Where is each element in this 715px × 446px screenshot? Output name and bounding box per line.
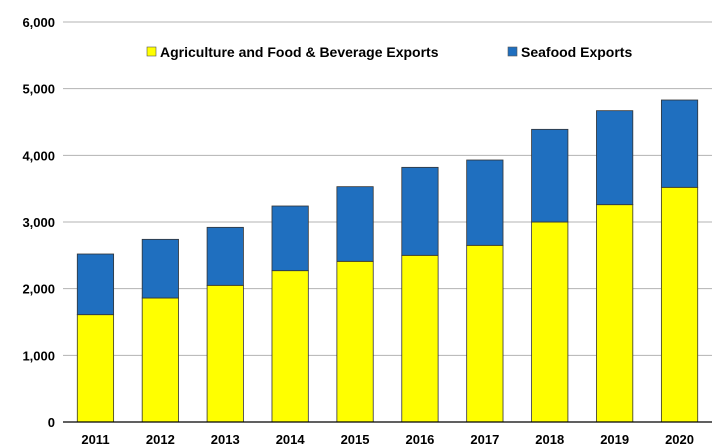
y-axis-tick-labels: 0 1,000 2,000 3,000 4,000 5,000 6,000	[22, 15, 55, 430]
bar-agriculture-2012	[141, 297, 179, 423]
bar-agriculture-2018	[531, 221, 569, 423]
y-tick-label: 5,000	[22, 82, 55, 97]
x-tick-label: 2018	[535, 432, 564, 446]
bars	[76, 99, 699, 423]
x-tick-label: 2012	[146, 432, 175, 446]
bar-agriculture-2013	[206, 284, 244, 423]
legend-swatch-seafood	[507, 46, 518, 57]
bar-agriculture-2014	[271, 270, 309, 423]
legend: Agriculture and Food & Beverage Exports …	[146, 44, 632, 60]
bar-seafood-2011	[76, 253, 115, 316]
x-tick-label: 2020	[665, 432, 694, 446]
y-tick-label: 6,000	[22, 15, 55, 30]
bar-agriculture-2015	[336, 260, 374, 423]
bar-agriculture-2016	[401, 254, 439, 423]
legend-swatch-agriculture	[146, 46, 157, 57]
x-tick-label: 2014	[276, 432, 306, 446]
bar-seafood-2014	[271, 205, 309, 272]
bar-seafood-2019	[596, 110, 634, 206]
bar-agriculture-2020	[660, 186, 699, 423]
bar-seafood-2020	[660, 99, 699, 188]
bar-seafood-2016	[401, 166, 439, 256]
bar-agriculture-2019	[596, 204, 634, 423]
y-tick-label: 1,000	[22, 348, 55, 363]
x-tick-label: 2015	[341, 432, 370, 446]
legend-label-seafood: Seafood Exports	[521, 44, 632, 60]
bar-seafood-2012	[141, 238, 179, 299]
x-tick-label: 2013	[211, 432, 240, 446]
x-axis-tick-labels: 2011 2012 2013 2014 2015 2016 2017 2018 2019 2020	[81, 432, 694, 446]
x-tick-label: 2019	[600, 432, 629, 446]
x-tick-label: 2016	[405, 432, 434, 446]
bar-seafood-2017	[466, 159, 504, 246]
bar-agriculture-2017	[466, 244, 504, 423]
bar-seafood-2018	[531, 128, 569, 223]
x-tick-label: 2017	[470, 432, 499, 446]
y-tick-label: 4,000	[22, 148, 55, 163]
y-tick-label: 3,000	[22, 215, 55, 230]
y-tick-label: 2,000	[22, 282, 55, 297]
legend-label-agriculture: Agriculture and Food & Beverage Exports	[160, 44, 439, 60]
bar-seafood-2013	[206, 226, 244, 286]
x-tick-label: 2011	[81, 432, 109, 446]
y-tick-label: 0	[48, 415, 55, 430]
bar-seafood-2015	[336, 186, 374, 262]
bar-agriculture-2011	[76, 314, 115, 423]
